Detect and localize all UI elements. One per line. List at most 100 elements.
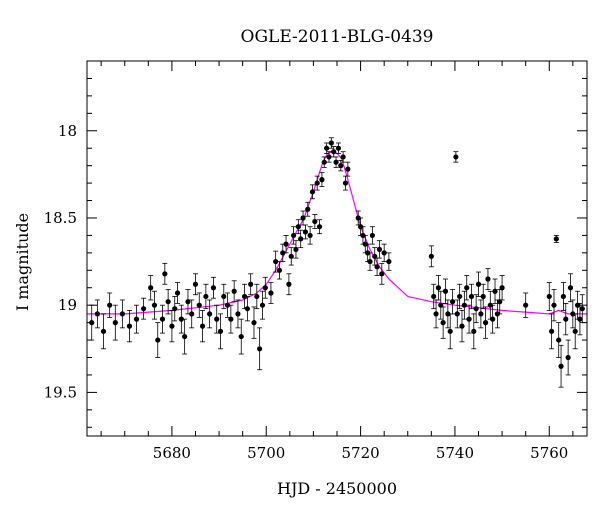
data-point: [374, 257, 380, 276]
data-point: [440, 306, 446, 339]
data-marker: [133, 316, 140, 322]
chart-title: OGLE-2011-BLG-0439: [241, 27, 434, 47]
data-point: [453, 151, 459, 163]
data-point: [238, 318, 244, 355]
data-point: [558, 344, 564, 388]
data-point: [141, 297, 147, 320]
data-marker: [386, 258, 392, 265]
data-marker: [251, 320, 257, 326]
data-point: [314, 175, 320, 191]
data-marker: [254, 293, 260, 300]
data-marker: [563, 316, 569, 322]
data-point: [268, 282, 274, 304]
data-marker: [466, 316, 472, 322]
data-point: [192, 273, 199, 296]
axis-tick-labels: 5680 5700 5720 5740 5760 18 18.5 19 19.5: [44, 122, 569, 462]
data-marker: [372, 253, 378, 259]
data-marker: [314, 180, 320, 186]
data-point: [298, 229, 304, 249]
data-point: [442, 278, 449, 304]
data-marker: [338, 163, 344, 169]
data-marker: [340, 154, 346, 160]
data-marker: [435, 285, 442, 291]
data-point: [312, 214, 318, 229]
data-point: [224, 292, 231, 318]
data-marker: [321, 159, 327, 165]
data-point: [551, 289, 557, 322]
data-point: [459, 310, 465, 343]
data-point: [107, 292, 113, 318]
data-point: [457, 283, 463, 310]
data-marker: [235, 311, 241, 317]
data-marker: [302, 229, 308, 235]
data-marker: [178, 316, 184, 322]
data-marker: [286, 281, 292, 287]
data-point: [217, 313, 224, 350]
data-point: [565, 339, 571, 376]
model-curve: [87, 151, 587, 315]
data-marker: [165, 299, 171, 305]
data-point: [447, 313, 453, 350]
data-marker: [345, 166, 351, 172]
data-point: [454, 299, 460, 329]
data-marker: [172, 306, 178, 312]
data-point: [563, 303, 569, 336]
data-marker: [379, 271, 385, 277]
data-marker: [203, 293, 209, 300]
data-point: [196, 292, 202, 318]
data-point: [316, 219, 323, 235]
data-marker: [276, 267, 283, 273]
data-marker: [248, 281, 254, 287]
data-marker: [307, 232, 313, 239]
data-marker: [549, 328, 555, 334]
data-point: [185, 289, 191, 315]
data-marker: [291, 232, 297, 239]
data-marker: [174, 290, 181, 296]
data-marker: [159, 316, 166, 322]
data-point: [485, 268, 491, 290]
data-marker: [447, 328, 453, 334]
data-marker: [442, 288, 449, 294]
data-marker: [217, 328, 224, 334]
data-marker: [89, 320, 95, 326]
data-point: [523, 292, 529, 318]
data-point: [549, 313, 555, 350]
data-marker: [473, 306, 479, 312]
data-point: [199, 310, 206, 343]
data-marker: [100, 328, 107, 334]
data-point: [210, 276, 217, 299]
data-point: [475, 271, 482, 297]
data-marker: [490, 316, 496, 322]
data-marker: [231, 288, 237, 294]
data-point: [305, 201, 311, 217]
data-point: [471, 313, 477, 350]
data-point: [431, 283, 437, 310]
data-marker: [579, 306, 585, 312]
data-point: [473, 294, 479, 324]
data-marker: [367, 258, 373, 265]
data-marker: [169, 323, 175, 329]
data-point: [112, 304, 118, 341]
data-marker: [312, 218, 318, 225]
data-point: [273, 250, 279, 273]
y-tick-label: 18: [58, 122, 77, 140]
data-marker: [459, 323, 465, 329]
data-point: [165, 289, 171, 315]
data-marker: [210, 285, 217, 291]
data-point: [151, 290, 158, 320]
data-point: [546, 282, 552, 311]
data-point: [499, 275, 505, 301]
data-point: [338, 160, 344, 172]
data-point: [89, 304, 95, 341]
data-marker: [475, 281, 482, 287]
data-marker: [335, 145, 342, 151]
data-point: [466, 304, 472, 334]
data-marker: [107, 302, 113, 308]
data-marker: [259, 302, 266, 308]
data-point: [480, 283, 486, 310]
data-marker: [280, 250, 286, 256]
data-point: [207, 299, 213, 329]
data-marker: [244, 306, 250, 312]
data-point: [248, 273, 254, 296]
